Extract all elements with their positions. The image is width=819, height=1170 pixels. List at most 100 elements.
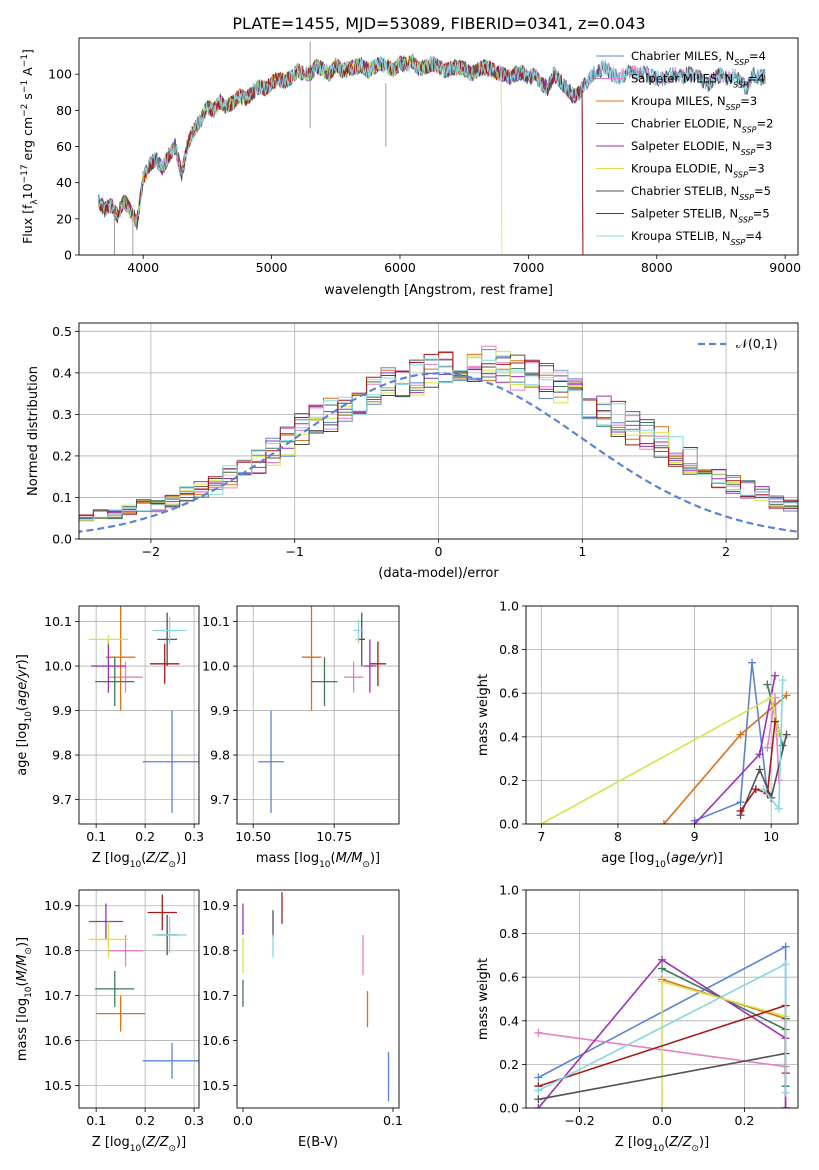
y-tick-label: 80 bbox=[56, 103, 72, 118]
y-tick-label: 0.0 bbox=[52, 532, 72, 547]
x-tick-label: 0 bbox=[435, 544, 443, 559]
y-tick-label: 0.8 bbox=[499, 926, 519, 941]
y-tick-label: 10.6 bbox=[202, 1033, 230, 1048]
x-tick-label: 0.3 bbox=[184, 829, 204, 844]
y-tick-label: 10.6 bbox=[44, 1033, 72, 1048]
x-axis-label: (data-model)/error bbox=[378, 566, 499, 581]
mass-vs-EBV-panel: 0.0 0.1 10.5 10.6 10.7 10.8 10.9 E(B-V) bbox=[202, 889, 403, 1150]
mass-weight-marker bbox=[736, 806, 745, 815]
mass-weight-marker bbox=[781, 1088, 790, 1097]
x-tick-label: 1 bbox=[578, 544, 586, 559]
y-tick-label: 0.6 bbox=[499, 686, 519, 701]
mass-weight-vs-age-plot-area bbox=[537, 658, 791, 824]
age-vs-Z-plot-area bbox=[88, 606, 199, 813]
y-tick-label: 60 bbox=[56, 139, 72, 154]
x-tick-label: 0.1 bbox=[86, 1113, 106, 1128]
mass-vs-Z-panel: 0.1 0.2 0.3 10.5 10.6 10.7 10.8 10.9 Z [log10(Z/… bbox=[15, 889, 204, 1154]
mass-weight-line bbox=[739, 734, 788, 816]
y-tick-label: 0.4 bbox=[499, 1013, 519, 1028]
y-tick-label: 0.2 bbox=[499, 1057, 519, 1072]
x-tick-label: 8 bbox=[614, 829, 622, 844]
x-tick-label: 10.75 bbox=[316, 829, 352, 844]
y-tick-label: 10.0 bbox=[44, 659, 72, 674]
y-axis-label: mass weight bbox=[476, 674, 491, 756]
x-tick-label: 10 bbox=[763, 829, 779, 844]
y-axis-label: age [log10(age/yr)] bbox=[15, 654, 34, 776]
mass-weight-marker bbox=[767, 693, 776, 702]
residuals-plot-area bbox=[79, 345, 798, 533]
x-tick-label: 7000 bbox=[512, 260, 544, 275]
mass-weight-marker bbox=[763, 743, 772, 752]
legend-label: Kroupa MILES, NSSP=3 bbox=[631, 94, 757, 112]
y-tick-label: 0.0 bbox=[499, 817, 519, 832]
y-tick-label: 10.7 bbox=[202, 988, 230, 1003]
x-tick-label: −1 bbox=[285, 544, 303, 559]
y-tick-label: 1.0 bbox=[499, 883, 519, 898]
mass-weight-marker bbox=[534, 1028, 543, 1037]
mass-vs-EBV-plot-area bbox=[242, 892, 390, 1102]
y-tick-label: 0.5 bbox=[52, 324, 72, 339]
mass-weight-line bbox=[739, 721, 776, 812]
y-axis-label: mass [log10(M/M⊙)] bbox=[15, 937, 34, 1061]
mass-weight-marker bbox=[755, 750, 764, 759]
mass-weight-marker bbox=[534, 1073, 543, 1082]
axes-frame bbox=[236, 889, 400, 1109]
spectrum-line bbox=[97, 54, 766, 227]
y-tick-label: 0.0 bbox=[499, 1101, 519, 1116]
x-tick-label: 0.2 bbox=[734, 1113, 754, 1128]
x-tick-label: 8000 bbox=[641, 260, 673, 275]
y-tick-label: 100 bbox=[48, 67, 72, 82]
y-tick-label: 20 bbox=[56, 211, 72, 226]
mass-weight-marker bbox=[781, 942, 790, 951]
y-tick-label: 1.0 bbox=[499, 599, 519, 614]
y-tick-label: 10.9 bbox=[202, 898, 230, 913]
mass-weight-marker bbox=[759, 785, 768, 794]
y-tick-label: 9.7 bbox=[52, 792, 72, 807]
mass-weight-marker bbox=[763, 680, 772, 689]
y-tick-label: 10.1 bbox=[202, 614, 230, 629]
x-tick-label: 10.50 bbox=[235, 829, 271, 844]
mass-weight-marker bbox=[537, 820, 546, 824]
axes-frame bbox=[78, 605, 200, 825]
x-tick-label: 0.2 bbox=[135, 1113, 155, 1128]
axes-frame bbox=[236, 605, 400, 825]
y-tick-label: 0.8 bbox=[499, 642, 519, 657]
x-tick-label: 0.2 bbox=[135, 829, 155, 844]
mass-weight-marker bbox=[658, 977, 666, 986]
normal-reference-curve bbox=[79, 372, 798, 533]
mass-weight-marker bbox=[771, 717, 780, 726]
y-axis-label: mass weight bbox=[476, 958, 491, 1040]
x-axis-label: Z [log10(Z/Z⊙)] bbox=[615, 1135, 709, 1154]
histogram-step bbox=[79, 349, 798, 520]
x-tick-label: −2 bbox=[142, 544, 160, 559]
mass-weight-vs-age-panel: 7 8 9 10 0.0 0.2 0.4 0.6 0.8 1.0 age [log10(age/yr… bbox=[476, 599, 799, 870]
y-tick-label: 0 bbox=[64, 248, 72, 263]
y-tick-label: 40 bbox=[56, 175, 72, 190]
y-axis-label: Flux [fλ10−17 erg cm−2 s−1 A−1] bbox=[20, 49, 40, 244]
axes-frame bbox=[78, 322, 799, 540]
y-tick-label: 0.4 bbox=[52, 365, 72, 380]
x-tick-label: 6000 bbox=[384, 260, 416, 275]
y-tick-label: 0.3 bbox=[52, 407, 72, 422]
histogram-step bbox=[79, 361, 798, 516]
legend-label: Salpeter ELODIE, NSSP=3 bbox=[631, 139, 772, 157]
x-tick-label: 7 bbox=[537, 829, 545, 844]
y-tick-label: 0.2 bbox=[52, 448, 72, 463]
y-tick-label: 9.8 bbox=[210, 748, 230, 763]
legend-label: Chabrier MILES, NSSP=4 bbox=[631, 49, 766, 67]
legend-label: 𝒩(0,1) bbox=[736, 336, 778, 351]
x-tick-label: −0.2 bbox=[564, 1113, 594, 1128]
legend-label: Salpeter STELIB, NSSP=5 bbox=[631, 207, 770, 225]
y-tick-label: 10.5 bbox=[202, 1078, 230, 1093]
x-axis-label: Z [log10(Z/Z⊙)] bbox=[92, 1135, 186, 1154]
x-tick-label: 4000 bbox=[127, 260, 159, 275]
age-vs-Z-panel: 0.1 0.2 0.3 9.7 9.8 9.9 10.0 10.1 Z [log10(Z/Z⊙)… bbox=[15, 605, 204, 870]
legend-label: Chabrier ELODIE, NSSP=2 bbox=[631, 117, 773, 135]
y-tick-label: 10.9 bbox=[44, 898, 72, 913]
y-tick-label: 10.8 bbox=[202, 943, 230, 958]
x-tick-label: 0.0 bbox=[233, 1113, 253, 1128]
mass-weight-marker bbox=[748, 658, 757, 667]
figure-title: PLATE=1455, MJD=53089, FIBERID=0341, z=0… bbox=[232, 14, 645, 33]
mass-weight-vs-Z-plot-area bbox=[534, 942, 790, 1108]
x-tick-label: 2 bbox=[722, 544, 730, 559]
